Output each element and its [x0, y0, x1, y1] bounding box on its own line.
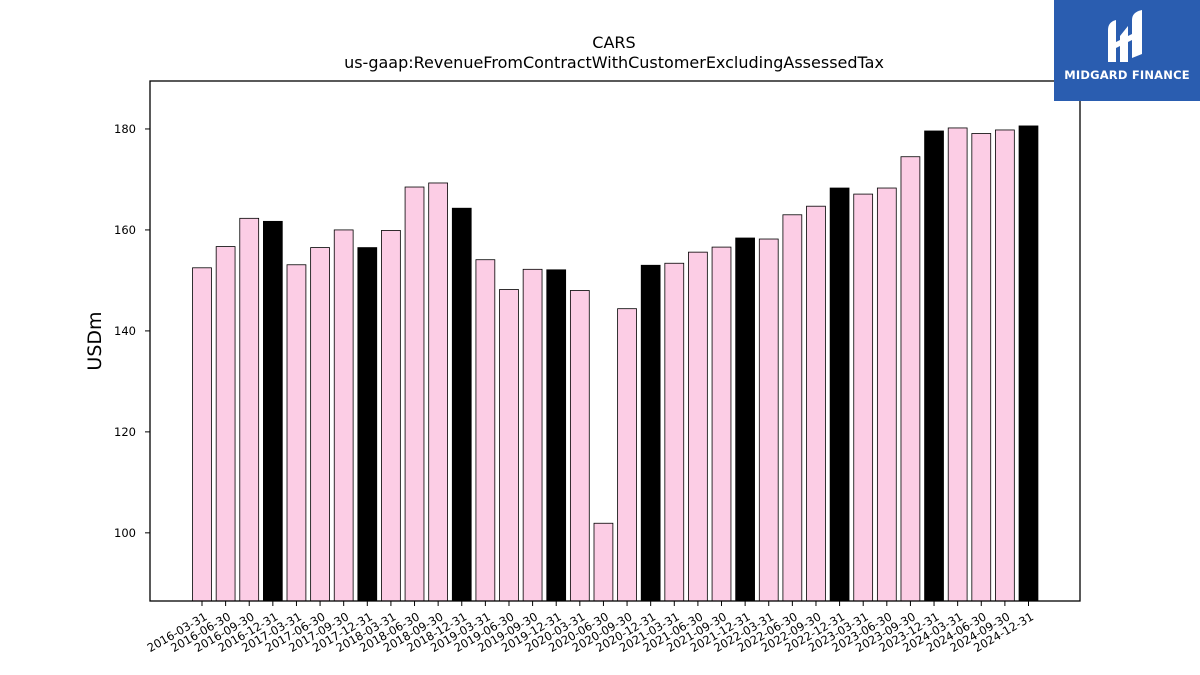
bar-2021-06-30: [688, 251, 708, 602]
y-tick-label: 180: [114, 122, 136, 136]
bar-2024-06-30: [971, 133, 992, 602]
bar-2020-03-31: [569, 290, 590, 602]
bar-2024-03-31: [947, 127, 968, 602]
bar-2017-09-30: [333, 229, 354, 602]
bar-2020-09-30: [617, 308, 637, 602]
bar-2022-09-30: [806, 205, 826, 602]
bar-2017-12-31: [357, 247, 378, 602]
chart-title: CARS: [592, 33, 635, 52]
bar-2023-09-30: [900, 156, 921, 602]
bar-2024-09-30: [995, 129, 1015, 602]
y-axis-ticks: 100 120 140 160 180: [114, 122, 150, 540]
y-tick-label: 140: [114, 324, 136, 338]
bar-2018-03-31: [381, 230, 401, 602]
bar-2024-12-31: [1018, 125, 1039, 602]
y-tick-label: 120: [114, 425, 136, 439]
bar-2021-12-31: [735, 237, 755, 602]
bar-2016-03-31: [192, 267, 212, 602]
bar-2016-09-30: [239, 217, 260, 602]
bar-2021-09-30: [711, 246, 732, 602]
bar-2019-03-31: [475, 259, 496, 602]
bar-2023-03-31: [853, 193, 874, 602]
bar-2021-03-31: [664, 262, 685, 602]
bar-2019-12-31: [546, 269, 567, 602]
y-axis-label: USDm: [84, 311, 106, 370]
y-tick-label: 160: [114, 223, 136, 237]
bar-2019-09-30: [522, 268, 543, 602]
bar-2017-06-30: [310, 247, 330, 602]
bar-2023-12-31: [924, 130, 944, 602]
bar-2016-06-30: [215, 246, 236, 602]
bar-2020-12-31: [640, 264, 661, 602]
y-tick-label: 100: [114, 526, 136, 540]
bar-2018-09-30: [428, 182, 448, 602]
bar-2022-03-31: [758, 238, 779, 602]
bar-2017-03-31: [286, 264, 307, 602]
brand-logo: MIDGARD FINANCE: [1054, 0, 1200, 101]
brand-name: MIDGARD FINANCE: [1064, 68, 1190, 82]
x-axis-ticks: 2016-03-312016-06-302016-09-302016-12-31…: [145, 601, 1036, 655]
midgard-logo-icon: [1108, 10, 1142, 62]
bar-2016-12-31: [262, 220, 283, 602]
bar-2018-06-30: [404, 186, 425, 602]
bar-2023-06-30: [876, 187, 897, 602]
bar-2018-12-31: [451, 207, 472, 602]
plot-area-frame: [149, 80, 1081, 602]
bar-2022-12-31: [829, 187, 850, 602]
bar-2022-06-30: [782, 214, 803, 602]
chart-subtitle: us-gaap:RevenueFromContractWithCustomerE…: [344, 53, 884, 72]
bar-2020-06-30: [593, 522, 614, 602]
bars-group: [192, 125, 1039, 602]
bar-2019-06-30: [499, 289, 519, 602]
